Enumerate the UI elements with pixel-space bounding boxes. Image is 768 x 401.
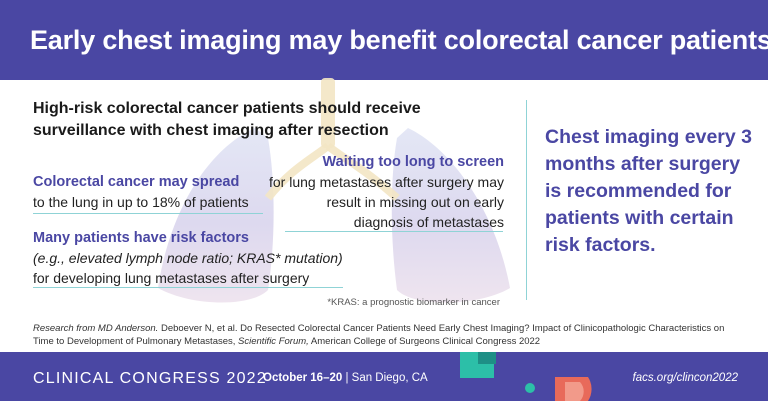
point-risk-lead: Many patients have risk factors [33,230,249,246]
citation: Research from MD Anderson. Deboever N, e… [33,322,743,348]
footer-banner: CLINICAL CONGRESS 2022 October 16–20 | S… [0,352,768,401]
event-link[interactable]: facs.org/clincon2022 [632,372,738,384]
footnote: *KRAS: a prognostic biomarker in cancer [327,297,500,308]
lungs-illustration-icon [158,78,510,303]
citation-venue: Scientific Forum, [238,336,309,347]
decorative-shapes-icon [460,352,592,401]
event-location: | San Diego, CA [342,372,428,384]
header-banner: Early chest imaging may benefit colorect… [0,0,768,80]
congress-title: CLINICAL CONGRESS 2022 [33,370,267,387]
divider [33,287,343,288]
divider [285,231,503,232]
point-risk: Many patients have risk factors (e.g., e… [33,228,353,288]
point-risk-examples: (e.g., elevated lymph node ratio; KRAS* … [33,250,343,266]
citation-source: Research from MD Anderson. [33,323,159,334]
citation-text-end: American College of Surgeons Clinical Co… [308,336,541,347]
headline: High-risk colorectal cancer patients sho… [33,100,421,139]
vertical-divider [526,100,527,300]
point-risk-text: for developing lung metastases after sur… [33,270,310,286]
event-date-range: October 16–20 [263,372,343,384]
citation-text: Deboever N, et al. Do Resected Colorecta… [33,323,725,347]
point-spread: Colorectal cancer may spread to the lung… [33,172,263,212]
point-spread-text: to the lung in up to 18% of patients [33,194,249,210]
recommendation-callout: Chest imaging every 3 months after surge… [545,126,752,256]
point-waiting-text: for lung metastases after surgery may re… [269,174,504,230]
page-title: Early chest imaging may benefit colorect… [30,25,768,55]
event-dates: October 16–20 | San Diego, CA [263,372,428,384]
divider [33,213,263,214]
point-waiting: Waiting too long to screen for lung meta… [268,152,504,232]
point-spread-lead: Colorectal cancer may spread [33,174,240,190]
point-waiting-lead: Waiting too long to screen [322,154,504,170]
